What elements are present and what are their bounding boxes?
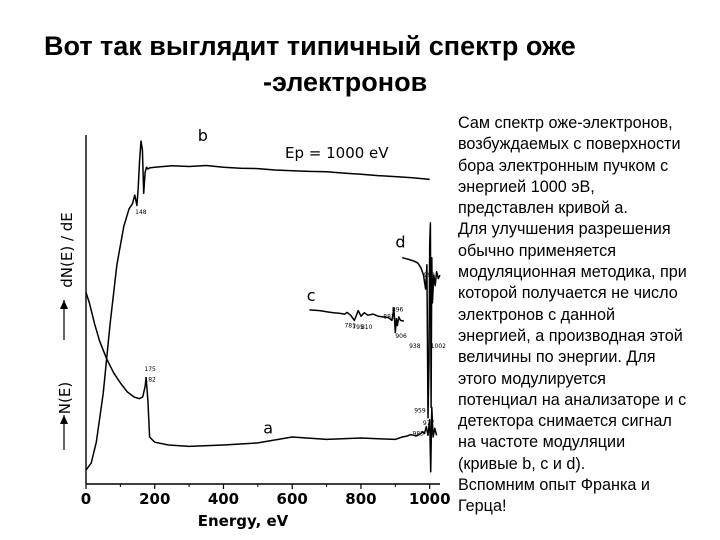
description-line: детектора снимается сигнал: [458, 412, 672, 431]
curve-d: [402, 222, 441, 419]
peak-label: 881: [383, 314, 395, 321]
slide-title-line2: -электронов: [263, 67, 428, 97]
description-line: на частоте модуляции: [458, 433, 626, 452]
peak-label: 906: [395, 333, 407, 340]
peak-label: 810: [361, 324, 373, 331]
y-axis-title-lower: N(E): [56, 382, 74, 414]
lower-y-arrow-head: [60, 415, 68, 424]
peak-label: 938: [409, 343, 421, 350]
peak-label: 983: [413, 430, 425, 437]
description-line: обычно применяется: [458, 241, 616, 260]
peak-label: 795: [352, 324, 364, 331]
peak-label: 148: [135, 209, 147, 216]
peak-label: 182: [144, 376, 156, 383]
description-text: Сам спектр оже-электронов, возбуждаемых с…: [458, 113, 720, 518]
upper-y-arrow-head: [60, 300, 68, 309]
curve-label-d: d: [395, 232, 405, 251]
description-line: Для улучшения разрешения: [458, 220, 671, 239]
description-line: потенциал на анализаторе и с: [458, 390, 687, 409]
description-line: бора электронным пучком с: [458, 156, 669, 175]
description-line: Сам спектр оже-электронов,: [458, 114, 673, 132]
description-line: этого модулируется: [458, 369, 606, 388]
x-tick-label: 200: [139, 490, 170, 508]
description-line: электронов с данной: [458, 305, 616, 324]
x-axis-title: Energy, eV: [198, 512, 289, 530]
description-line: энергией, а производная этой: [458, 326, 683, 345]
curve-label-a: a: [263, 419, 273, 438]
description-line: возбуждаемых с поверхности: [458, 135, 681, 154]
description-line: Герца!: [458, 497, 507, 516]
description-line: которой получается не число: [458, 284, 678, 303]
x-tick-label: 400: [208, 490, 239, 508]
chart-axes: 0 200 400 600 800 1000 Energy, eV dN(E) / dE N(E…: [56, 135, 451, 530]
slide-title-line1: Вот так выглядит типичный спектр оже: [44, 31, 576, 61]
curve-c: [309, 307, 405, 334]
x-tick-label: 600: [277, 490, 308, 508]
curve-a: [85, 292, 438, 473]
peak-label: 977: [423, 420, 435, 427]
ep-annotation: Ep = 1000 eV: [285, 144, 389, 162]
description-line: представлен кривой а.: [458, 199, 628, 218]
peak-label: 175: [144, 366, 156, 373]
x-tick-label: 0: [81, 490, 91, 508]
peak-label: 896: [392, 307, 404, 314]
chart-curves: [85, 140, 441, 473]
description-line: величины по энергии. Для: [458, 348, 656, 367]
peak-label: 959: [414, 408, 426, 415]
y-axis-title-upper: dN(E) / dE: [58, 212, 76, 288]
description-line: Вспомним опыт Франка и: [458, 476, 650, 495]
peak-label: 1002: [431, 343, 446, 350]
curve-label-c: c: [307, 286, 316, 305]
peak-label: 781: [344, 322, 356, 329]
curve-label-b: b: [198, 126, 208, 145]
x-tick-label: 800: [345, 490, 376, 508]
peak-label: 992: [424, 272, 436, 279]
x-tick-label: 1000: [409, 490, 451, 508]
description-line: модуляционная методика, при: [458, 263, 687, 282]
curve-b: [85, 140, 430, 471]
description-line: (кривые b, c и d).: [458, 454, 586, 473]
description-line: энергией 1000 эВ,: [458, 177, 595, 196]
